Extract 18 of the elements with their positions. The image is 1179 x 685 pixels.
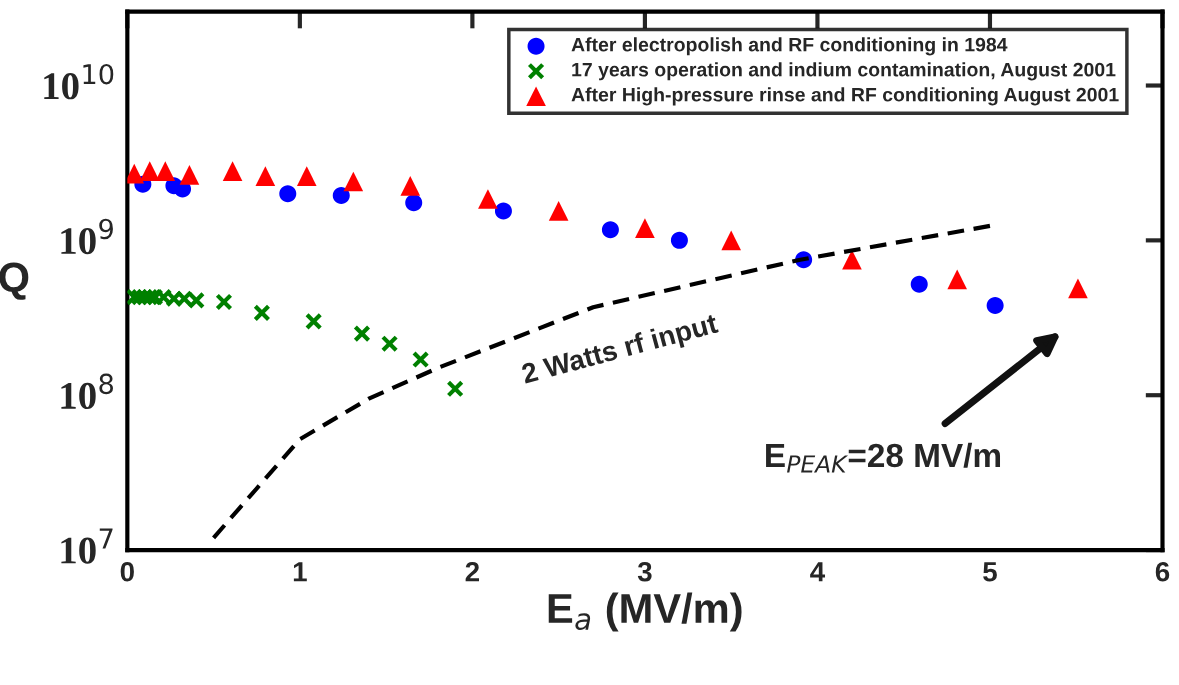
legend-label: After High-pressure rinse and RF conditioning August 2001 [571,87,1119,106]
legend-label: After electropolish and RF conditioning in 1984 [571,37,1008,56]
x-tick-label: 4 [810,562,826,582]
y-tick-label: 10$^{10}$ [44,63,114,100]
x-tick-label: 1 [293,562,307,582]
x-tick-label: 2 [465,561,479,582]
x-tick-label: 3 [637,561,652,582]
annotation: E$_{PEAK}$=28 MV/m [766,442,1001,473]
x-tick-label: 0 [120,561,134,582]
y-tick-label: 10$^{8}$ [61,373,113,410]
x-axis-title: E$_{a}$ (MV/m) [548,592,742,632]
y-tick-label: 10$^{9}$ [61,218,113,255]
annotation: 2 Watts rf input [520,312,721,390]
x-tick-label: 6 [1155,561,1170,582]
y-tick-label: 10$^{7}$ [61,528,113,564]
legend-label: 17 years operation and indium contamination, August 2001 [572,62,1116,81]
x-tick-label: 5 [983,562,997,582]
y-axis-title: Q [0,262,29,300]
